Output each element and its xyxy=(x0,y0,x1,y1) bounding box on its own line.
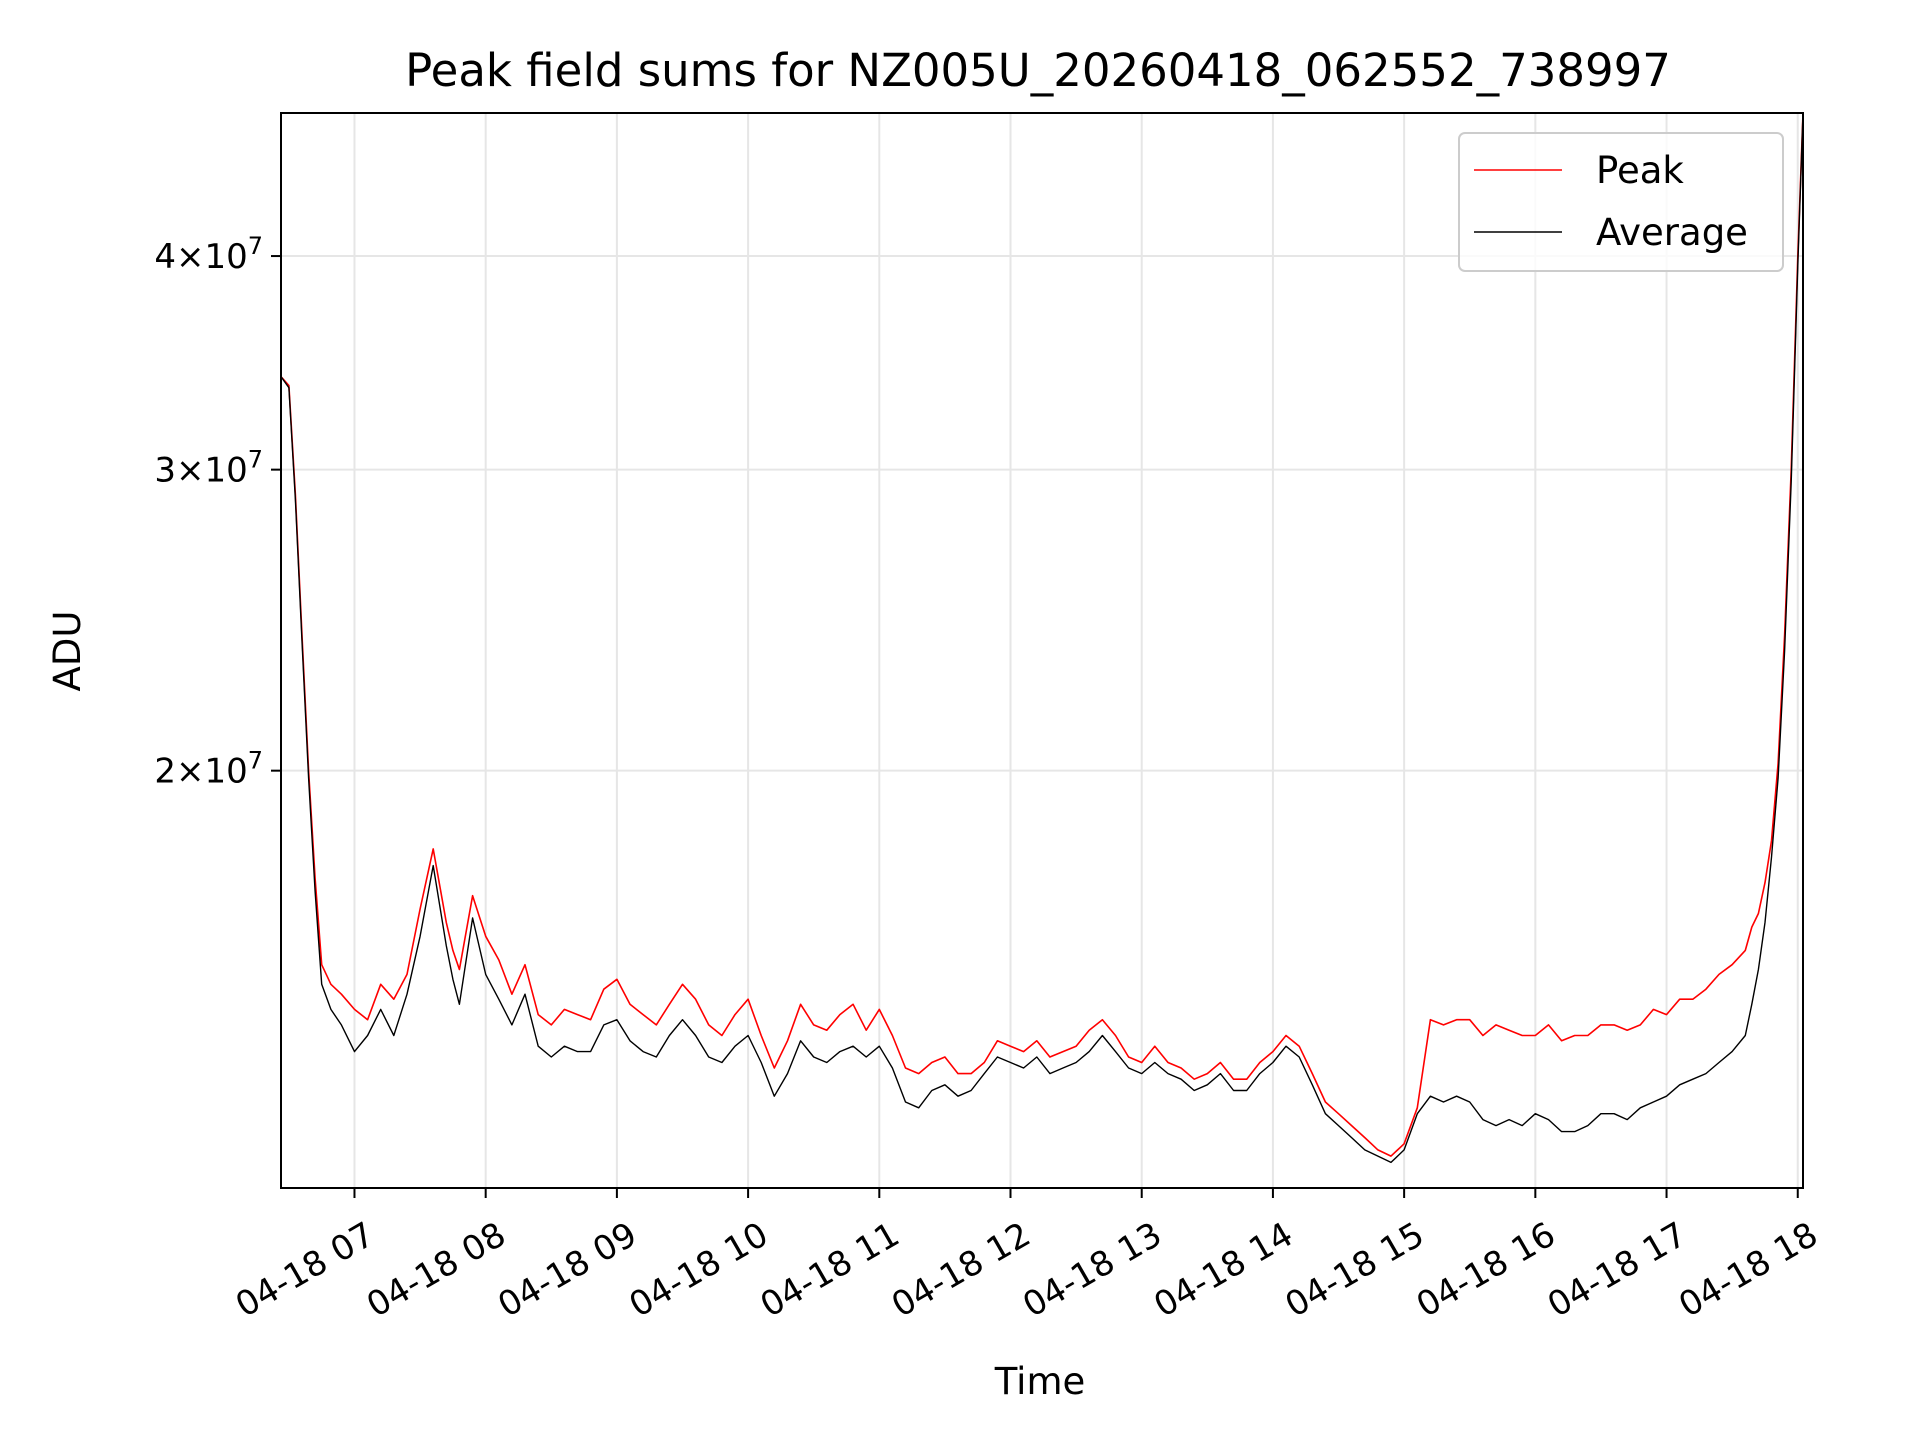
legend: Peak Average xyxy=(1458,132,1784,272)
y-tick-label: 4×107 xyxy=(154,232,263,277)
y-axis-ticks: 2×107 3×107 4×107 xyxy=(154,232,281,792)
peak-line xyxy=(281,113,1803,1157)
y-tick-label: 3×107 xyxy=(154,446,263,491)
x-axis-label: Time xyxy=(994,1360,1086,1403)
y-tick-label: 2×107 xyxy=(154,747,263,792)
legend-label-peak: Peak xyxy=(1596,149,1684,192)
legend-box xyxy=(1458,132,1784,272)
chart-title: Peak field sums for NZ005U_20260418_0625… xyxy=(405,44,1671,97)
plot-area-frame xyxy=(280,112,1804,1189)
series-group xyxy=(281,113,1803,1164)
y-axis-label: ADU xyxy=(46,611,89,692)
average-line xyxy=(281,113,1803,1164)
legend-label-average: Average xyxy=(1596,211,1748,254)
grid-lines xyxy=(281,113,1803,1188)
